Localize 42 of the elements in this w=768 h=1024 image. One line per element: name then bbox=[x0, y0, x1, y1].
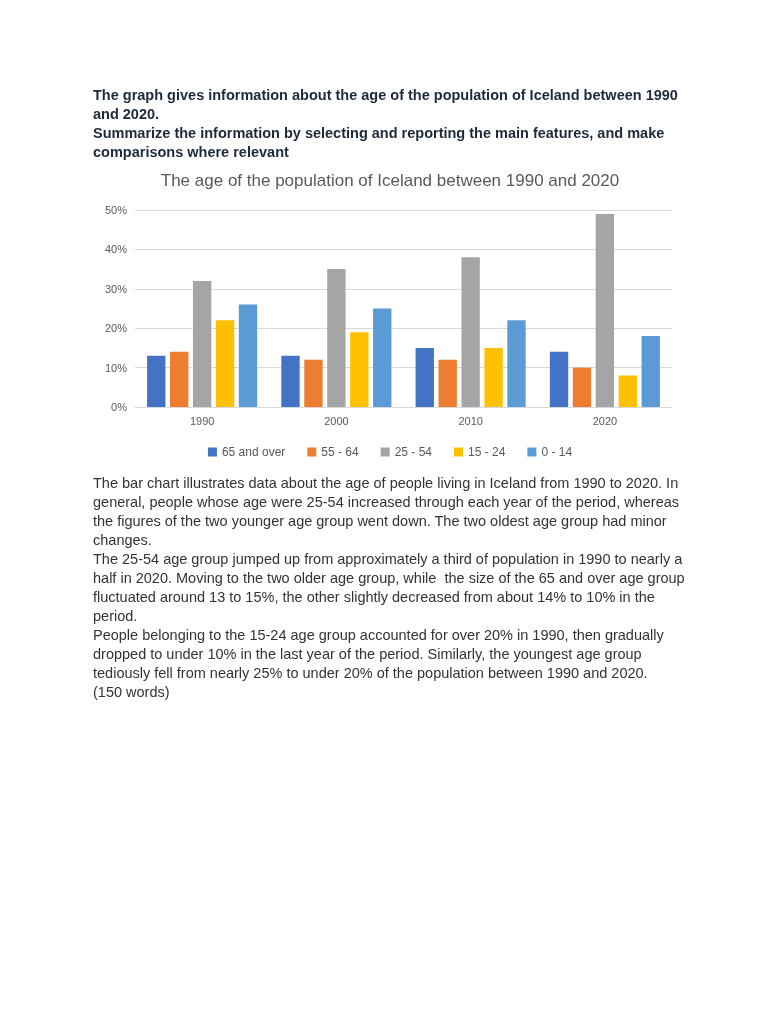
y-tick-label: 20% bbox=[104, 322, 128, 335]
bar bbox=[170, 351, 189, 407]
text: The 25-54 age group jumped up from approximately a third of population in 1990 to nearly a half in 2020. Moving to the two older age group, while the size of the 65 and over age group fluctuated around 13 to 15%, the other slightly decreased from about 14% to 10% in the period. bbox=[93, 550, 686, 626]
text: The bar chart illustrates data about the age of people living in Iceland from 1990 to 2020. In general, people whose age were 25-54 increased through each year of the period, whereas the figures of the two younger age group went down. The two oldest age group had minor changes. bbox=[93, 474, 681, 550]
legend-label: 0 - 14 bbox=[541, 445, 573, 459]
bar bbox=[304, 359, 323, 407]
bar bbox=[281, 355, 300, 407]
y-tick-label: 50% bbox=[104, 204, 128, 216]
bar bbox=[549, 351, 569, 407]
x-tick-label: 1990 bbox=[189, 414, 215, 427]
bar bbox=[572, 367, 592, 407]
chart-title: The age of the population of Iceland between 1990 and 2020 bbox=[160, 171, 620, 190]
legend-label: 55 - 64 bbox=[321, 445, 359, 459]
text: People belonging to the 15-24 age group accounted for over 20% in 1990, then gradually dropped to under 10% in the last year of the period. Similarly, the youngest age group tediously fell from nearly 25% to under 20% of the population between 1990 and 2020. bbox=[93, 626, 665, 683]
bar bbox=[484, 347, 503, 407]
bar bbox=[415, 347, 434, 407]
legend-label: 25 - 54 bbox=[394, 445, 433, 459]
bar bbox=[641, 336, 660, 407]
x-tick-label: 2010 bbox=[458, 414, 483, 427]
bar bbox=[192, 280, 212, 407]
bar bbox=[215, 320, 235, 407]
x-tick-label: 2000 bbox=[324, 414, 349, 427]
legend-label: 65 and over bbox=[221, 445, 286, 459]
bar bbox=[238, 304, 258, 407]
text: Summarize the information by selecting and reporting the main features, and make comparisons where relevant bbox=[93, 124, 666, 162]
bar bbox=[147, 355, 166, 407]
x-tick-label: 2020 bbox=[592, 414, 618, 427]
y-tick-label: 40% bbox=[104, 243, 128, 256]
bar bbox=[327, 269, 346, 407]
y-tick-label: 0% bbox=[111, 401, 128, 413]
y-tick-label: 30% bbox=[104, 282, 128, 295]
bar bbox=[618, 375, 637, 407]
y-tick-label: 10% bbox=[104, 361, 128, 374]
bar bbox=[461, 257, 480, 407]
bar bbox=[438, 359, 457, 407]
bar bbox=[350, 332, 369, 407]
bar bbox=[507, 320, 526, 407]
bar bbox=[595, 213, 615, 407]
legend-label: 15 - 24 bbox=[468, 445, 506, 459]
text: (150 words) bbox=[93, 683, 171, 702]
text: The graph gives information about the age of the population of Iceland between 1990 and 2020. bbox=[93, 86, 679, 124]
bar bbox=[373, 308, 392, 407]
